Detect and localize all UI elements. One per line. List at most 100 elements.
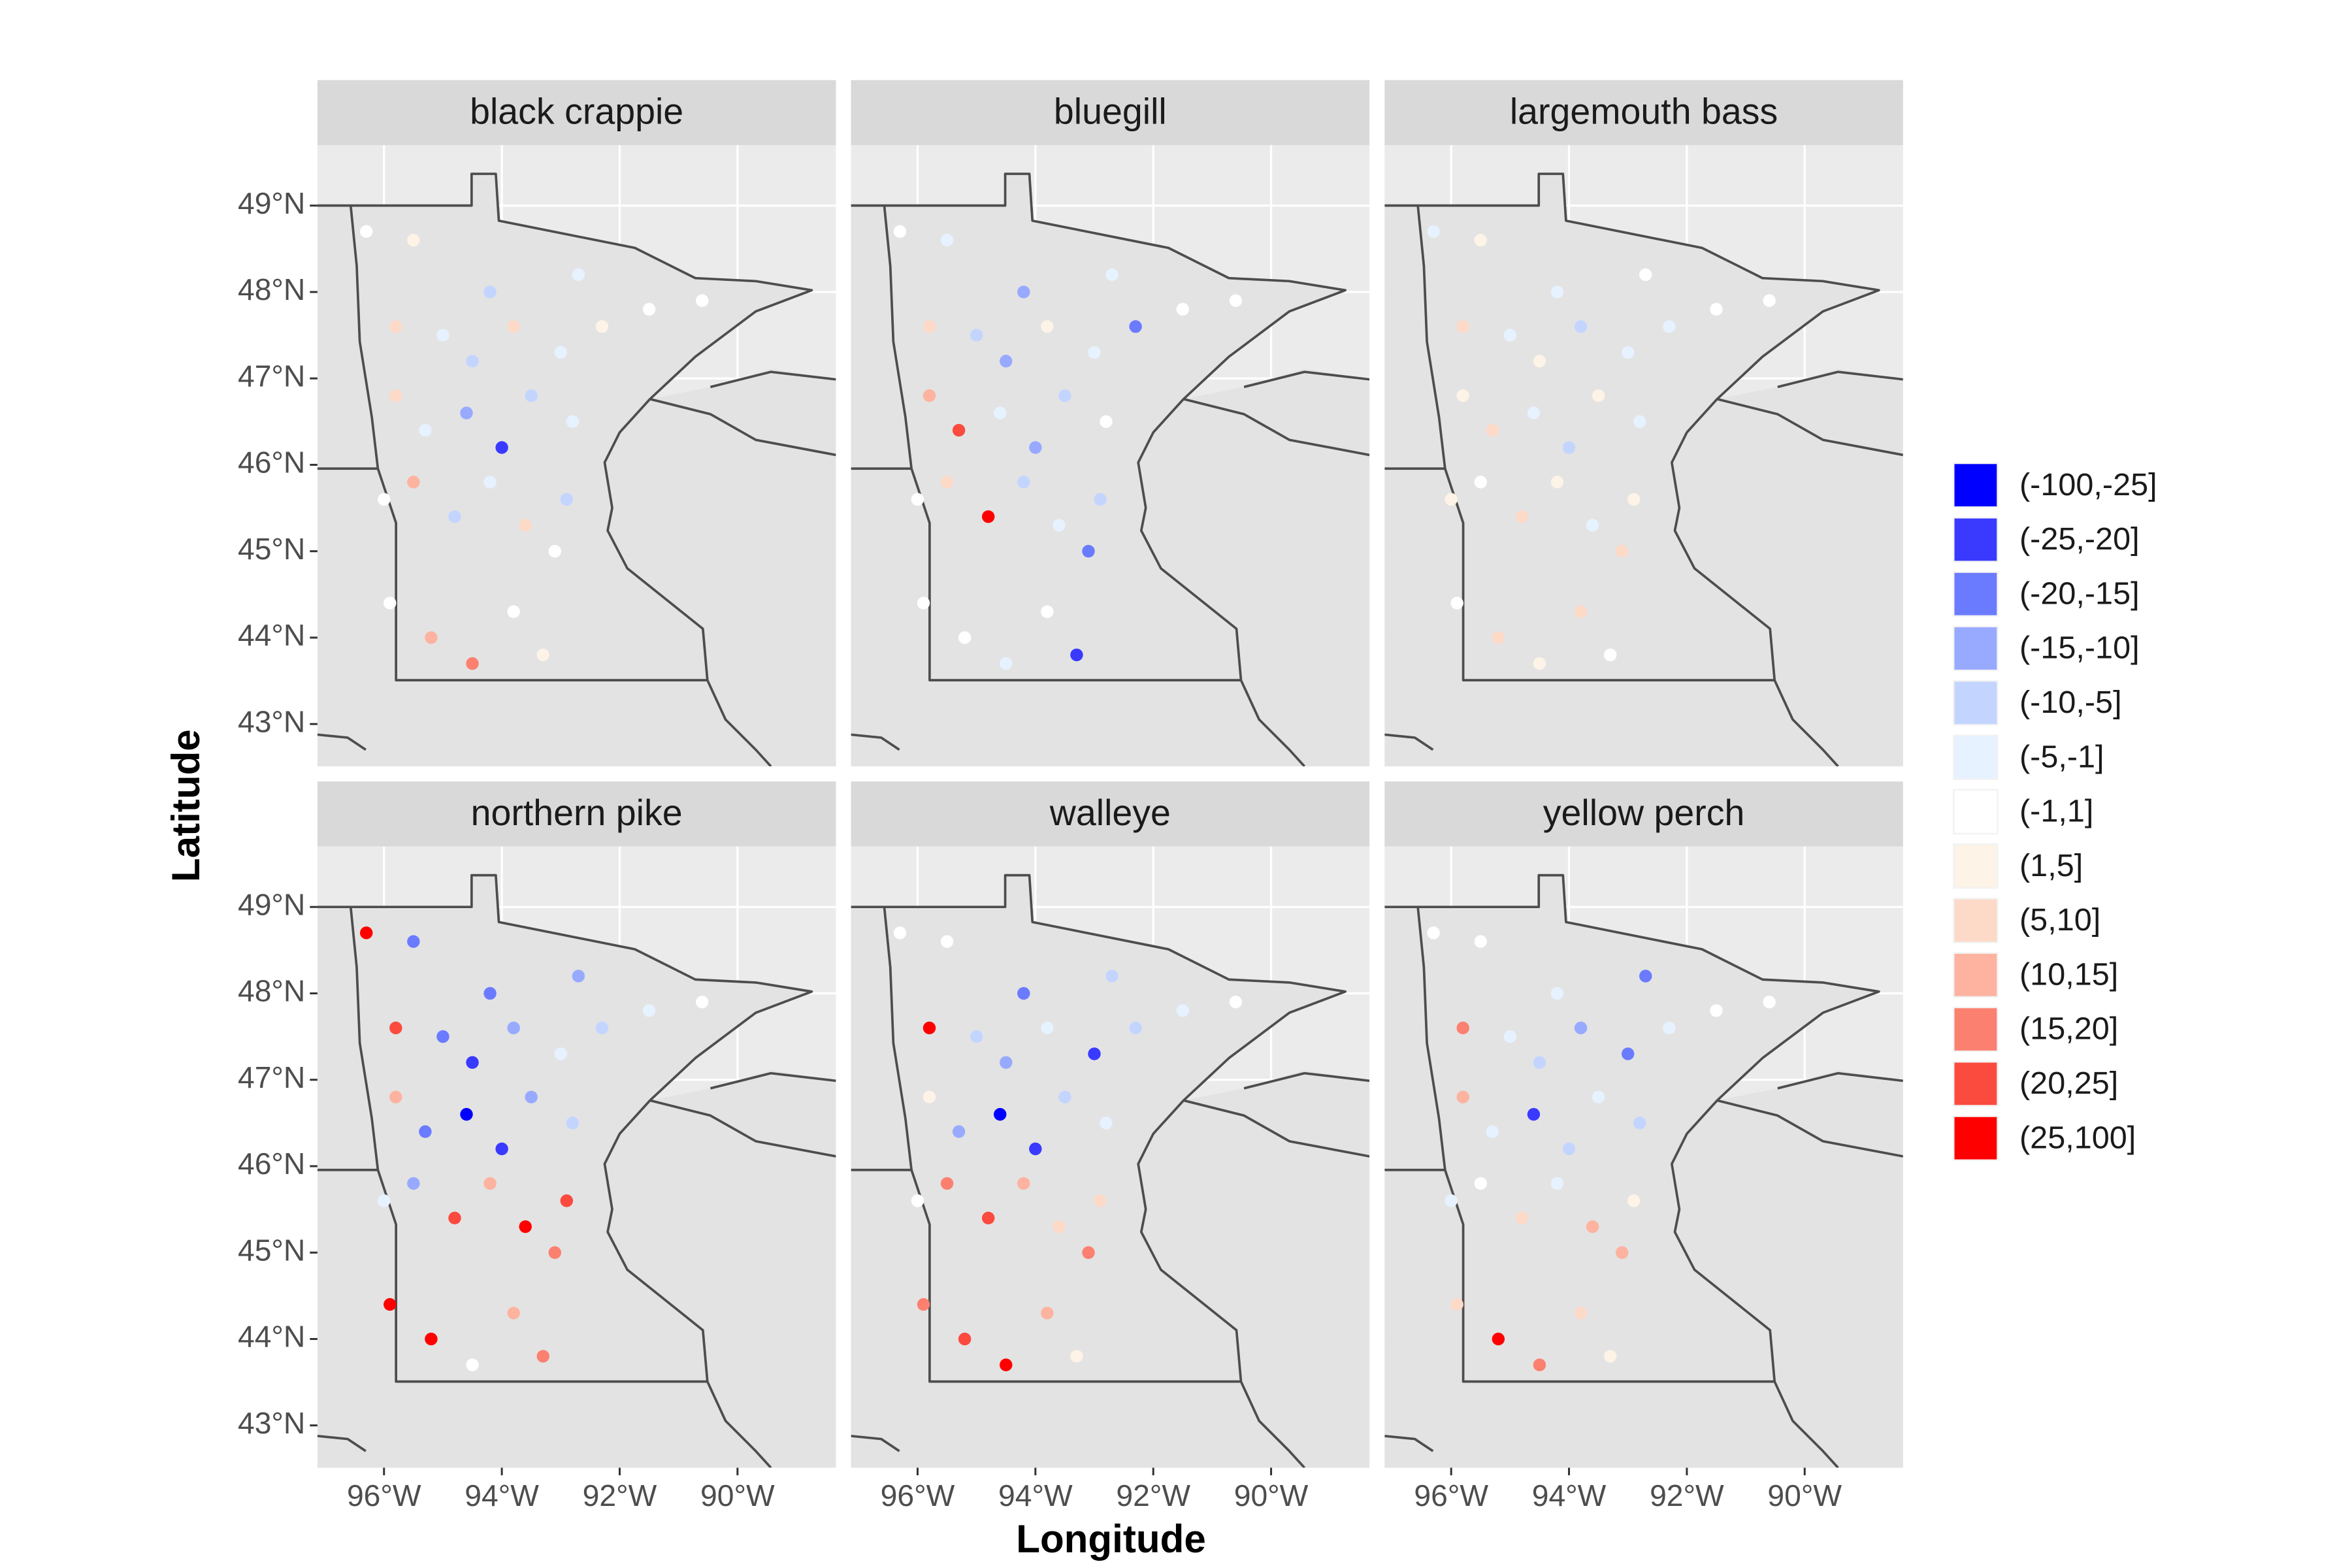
point [1574,605,1588,618]
x-tick-label: 90°W [700,1478,775,1512]
point [1515,510,1529,523]
point [1456,320,1469,333]
strip-title: largemouth bass [1510,91,1778,131]
point [466,355,479,368]
point [1639,970,1652,983]
point [911,1194,924,1207]
x-tick-label: 96°W [1414,1478,1488,1512]
point [560,1194,574,1207]
point [1070,648,1083,662]
point [359,926,373,939]
point [1017,476,1030,489]
point [389,389,402,402]
point [1456,1090,1469,1103]
point [1100,1117,1113,1130]
point [1176,302,1189,316]
point [1710,302,1723,316]
point [1094,1194,1107,1207]
strip [1384,781,1903,847]
y-axis-title: Latitude [164,729,208,882]
point [378,493,391,506]
point [1763,995,1776,1009]
point [1592,389,1605,402]
legend-swatch [1954,681,1997,725]
legend-swatch [1954,1008,1997,1051]
point [1515,1211,1529,1225]
point [1053,1220,1066,1233]
point [1574,1021,1588,1035]
strip-title: black crappie [470,91,683,131]
legend-swatch [1954,627,1997,670]
point [923,1021,936,1035]
point [536,648,549,662]
x-tick-label: 96°W [881,1478,955,1512]
point [1562,1142,1576,1156]
point [1105,268,1119,282]
point [642,302,656,316]
point [696,294,709,307]
point [1450,1298,1463,1311]
legend-swatch [1954,1062,1997,1105]
point [419,423,432,437]
point [1088,1047,1101,1060]
point [1041,1021,1054,1035]
point [1550,476,1564,489]
strip-title: bluegill [1054,91,1167,131]
x-tick-label: 92°W [1116,1478,1190,1512]
point [1427,225,1440,238]
point [495,1142,508,1156]
point [1229,995,1243,1009]
y-tick-label: 46°N [238,446,305,480]
point [1486,1125,1499,1138]
point [1633,415,1646,429]
point [994,406,1007,419]
legend-label: (-10,-5] [2019,685,2122,720]
point [1474,935,1487,948]
point [525,389,538,402]
point [1586,1220,1599,1233]
point [923,320,936,333]
legend-swatch [1954,1117,1997,1160]
point [893,926,907,939]
point [1445,493,1458,506]
point [1041,1307,1054,1320]
point [419,1125,432,1138]
legend-swatch [1954,572,1997,615]
point [1603,1350,1617,1363]
y-tick-label: 45°N [238,1233,305,1267]
point [940,935,954,948]
point [1527,1107,1541,1121]
point [448,510,461,523]
point [519,1220,532,1233]
point [1663,320,1676,333]
point [572,970,585,983]
point [536,1350,549,1363]
point [1000,1358,1013,1371]
point [1229,294,1243,307]
strip [1384,80,1903,146]
x-tick-label: 94°W [1532,1478,1607,1512]
point [1017,286,1030,299]
legend-swatch [1954,791,1997,833]
point [1094,493,1107,506]
point [595,1021,609,1035]
point [893,225,907,238]
point [1533,355,1546,368]
point [1622,1047,1635,1060]
strip [317,781,836,847]
strip-title: yellow perch [1543,792,1745,833]
legend-label: (-1,1] [2019,794,2093,829]
point [507,1021,520,1035]
point [917,596,930,610]
y-tick-label: 43°N [238,1406,305,1440]
point [425,1332,438,1346]
point [1445,1194,1458,1207]
point [642,1004,656,1017]
point [952,423,966,437]
point [1082,1246,1095,1259]
y-tick-label: 49°N [238,887,305,921]
point [1550,987,1564,1000]
point [1456,389,1469,402]
point [448,1211,461,1225]
point [466,657,479,670]
